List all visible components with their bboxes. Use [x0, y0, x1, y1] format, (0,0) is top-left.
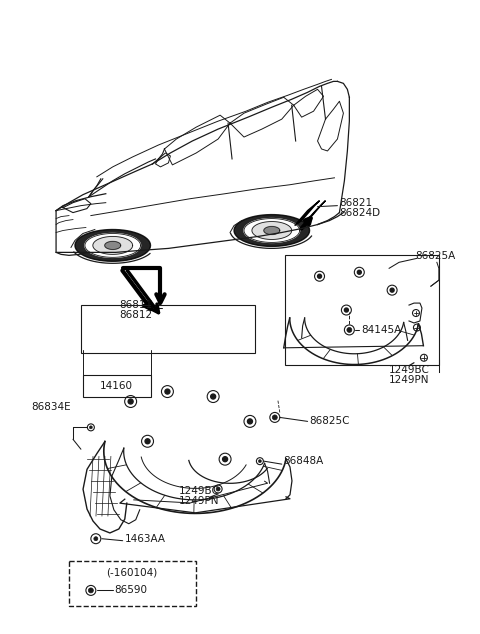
Polygon shape — [305, 201, 325, 223]
Text: 86590: 86590 — [115, 585, 148, 595]
Text: (-160104): (-160104) — [106, 567, 157, 578]
Circle shape — [318, 275, 322, 278]
FancyArrowPatch shape — [122, 271, 151, 309]
Text: 84145A: 84145A — [361, 325, 402, 335]
Polygon shape — [252, 221, 292, 240]
Circle shape — [344, 308, 348, 312]
Text: 1249BC: 1249BC — [179, 486, 219, 496]
Bar — [69, 560, 196, 606]
Text: 86821: 86821 — [339, 198, 372, 208]
Text: 86825A: 86825A — [415, 251, 455, 261]
Circle shape — [94, 537, 98, 541]
Circle shape — [357, 270, 361, 275]
Bar — [81, 305, 255, 353]
Polygon shape — [85, 233, 141, 257]
Text: 1463AA: 1463AA — [125, 534, 166, 544]
FancyArrowPatch shape — [301, 218, 311, 228]
Circle shape — [390, 288, 394, 292]
Polygon shape — [295, 201, 320, 226]
Circle shape — [165, 389, 170, 394]
Bar — [285, 256, 439, 365]
Text: 86825C: 86825C — [310, 417, 350, 427]
Text: 86848A: 86848A — [284, 456, 324, 466]
Circle shape — [248, 419, 252, 424]
Circle shape — [89, 426, 93, 429]
Circle shape — [223, 456, 228, 462]
Polygon shape — [93, 236, 132, 254]
Text: 86824D: 86824D — [339, 207, 381, 217]
Circle shape — [128, 399, 133, 404]
Polygon shape — [75, 230, 151, 261]
Text: 86834E: 86834E — [31, 403, 71, 413]
Circle shape — [258, 460, 262, 463]
Text: 1249PN: 1249PN — [389, 375, 430, 385]
Text: 14160: 14160 — [100, 380, 133, 391]
Text: 1249BC: 1249BC — [389, 365, 430, 375]
Circle shape — [216, 487, 220, 491]
Polygon shape — [264, 226, 280, 235]
Circle shape — [145, 439, 150, 444]
Polygon shape — [244, 219, 300, 242]
Polygon shape — [234, 214, 310, 247]
Circle shape — [272, 415, 277, 420]
Text: 86811: 86811 — [120, 300, 153, 310]
Circle shape — [88, 588, 93, 593]
Circle shape — [211, 394, 216, 399]
Text: 86812: 86812 — [120, 310, 153, 320]
Polygon shape — [105, 242, 120, 249]
Bar — [83, 375, 151, 396]
Text: 1249PN: 1249PN — [179, 496, 219, 506]
Circle shape — [347, 327, 352, 332]
